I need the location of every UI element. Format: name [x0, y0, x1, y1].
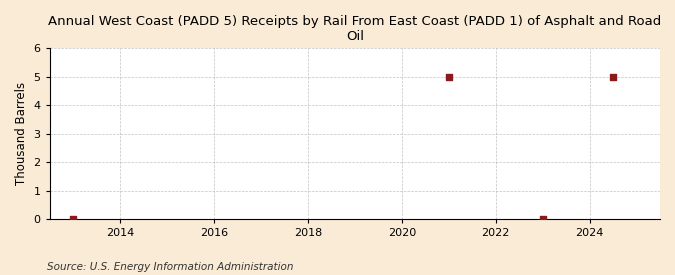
- Point: [443, 75, 454, 79]
- Point: [537, 217, 548, 221]
- Title: Annual West Coast (PADD 5) Receipts by Rail From East Coast (PADD 1) of Asphalt : Annual West Coast (PADD 5) Receipts by R…: [48, 15, 662, 43]
- Y-axis label: Thousand Barrels: Thousand Barrels: [15, 82, 28, 185]
- Point: [68, 217, 78, 221]
- Text: Source: U.S. Energy Information Administration: Source: U.S. Energy Information Administ…: [47, 262, 294, 272]
- Point: [608, 75, 618, 79]
